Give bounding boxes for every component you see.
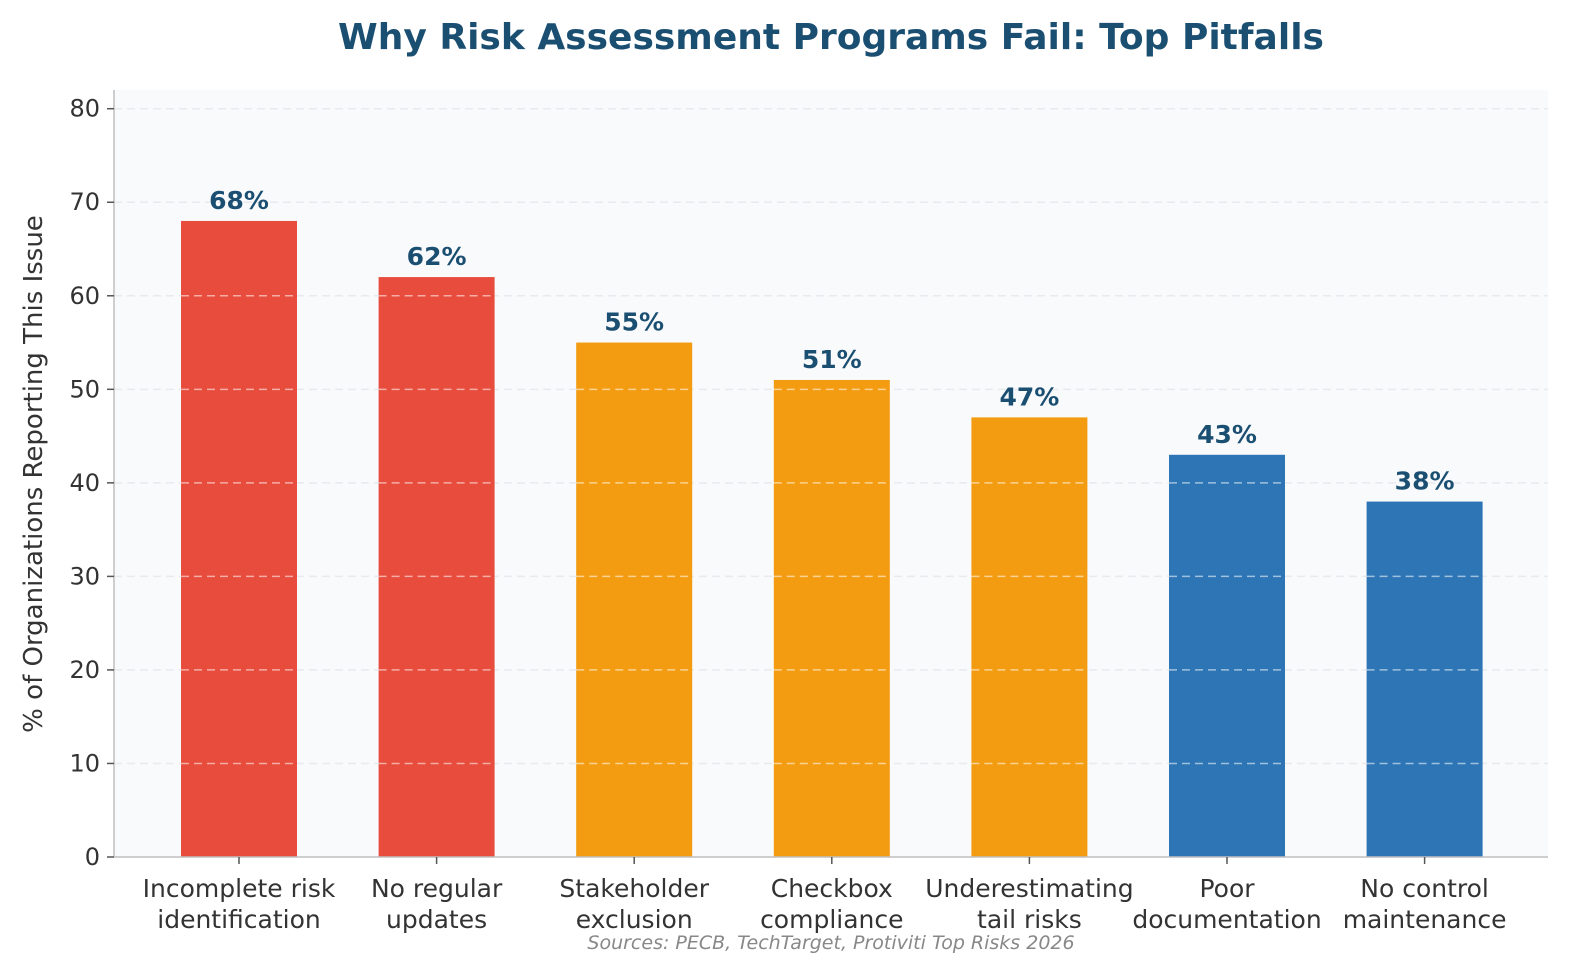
chart-title: Why Risk Assessment Programs Fail: Top P… <box>338 17 1324 58</box>
bar-2 <box>378 277 495 857</box>
bar-5 <box>971 417 1088 857</box>
x-tick-label-line: maintenance <box>1343 905 1507 934</box>
y-axis-ticks: 0 10 20 30 40 50 60 70 80 <box>69 95 114 871</box>
x-tick-label-line: tail risks <box>977 905 1082 934</box>
x-tick-label-line: updates <box>386 905 487 934</box>
data-label-4: 51% <box>802 345 862 374</box>
x-tick-label-line: Incomplete risk <box>143 874 336 903</box>
y-tick-label-0: 0 <box>85 843 100 871</box>
y-tick-label-60: 60 <box>69 282 100 310</box>
y-axis-label: % of Organizations Reporting This Issue <box>19 215 49 733</box>
y-tick-label-40: 40 <box>69 469 100 497</box>
y-tick-label-70: 70 <box>69 188 100 216</box>
bars <box>181 220 1483 857</box>
y-tick-label-20: 20 <box>69 656 100 684</box>
x-tick-label-5: Underestimating tail risks <box>925 874 1133 934</box>
x-tick-label-line: Checkbox <box>771 874 893 903</box>
y-tick-label-50: 50 <box>69 375 100 403</box>
x-tick-label-line: compliance <box>760 905 903 934</box>
x-tick-label-7: No control maintenance <box>1343 874 1507 934</box>
x-tick-label-2: No regular updates <box>371 874 503 934</box>
x-tick-label-line: No regular <box>371 874 503 903</box>
x-tick-label-line: identification <box>157 905 321 934</box>
y-tick-label-10: 10 <box>69 749 100 777</box>
x-tick-label-3: Stakeholder exclusion <box>559 874 709 934</box>
data-label-3: 55% <box>604 308 664 337</box>
source-note: Sources: PECB, TechTarget, Protiviti Top… <box>587 932 1074 954</box>
x-tick-label-line: Poor <box>1199 874 1255 903</box>
x-tick-label-1: Incomplete risk identification <box>143 874 336 934</box>
y-tick-label-80: 80 <box>69 95 100 123</box>
y-tick-label-30: 30 <box>69 562 100 590</box>
x-tick-label-line: documentation <box>1132 905 1321 934</box>
x-axis-ticks: Incomplete risk identification No regular u… <box>143 857 1507 934</box>
x-tick-label-line: Stakeholder <box>559 874 709 903</box>
bar-1 <box>181 220 297 857</box>
x-tick-label-line: No control <box>1360 874 1489 903</box>
bar-3 <box>576 342 693 857</box>
data-label-7: 38% <box>1395 467 1455 496</box>
bar-4 <box>773 379 890 857</box>
bar-6 <box>1169 454 1285 857</box>
axes <box>113 90 1548 858</box>
data-labels: 68% 62% 55% 51% 47% 43% 38% <box>209 186 1454 496</box>
data-label-5: 47% <box>999 382 1059 411</box>
x-tick-label-line: Underestimating <box>925 874 1133 903</box>
x-tick-label-4: Checkbox compliance <box>760 874 903 934</box>
bar-7 <box>1366 501 1483 857</box>
data-label-1: 68% <box>209 186 269 215</box>
x-tick-label-6: Poor documentation <box>1132 874 1321 934</box>
data-label-2: 62% <box>407 242 467 271</box>
data-label-6: 43% <box>1197 420 1257 449</box>
x-tick-label-line: exclusion <box>576 905 693 934</box>
